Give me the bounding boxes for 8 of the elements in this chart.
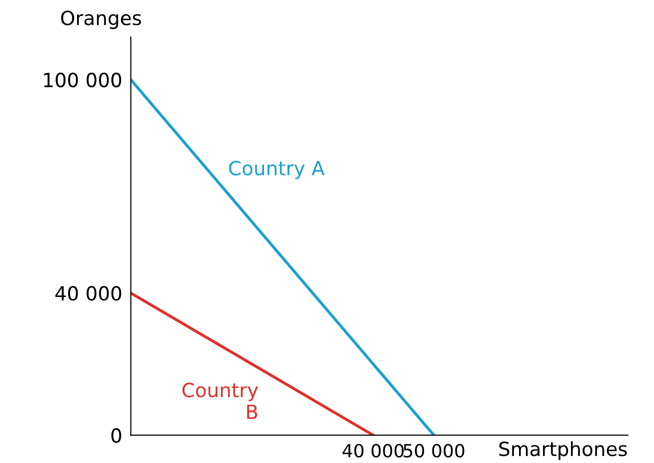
x-tick-label: 50 000 bbox=[404, 444, 464, 458]
y-tick-label: 100 000 bbox=[44, 72, 122, 88]
y-axis-title: Oranges bbox=[61, 10, 142, 30]
series-label: Country B bbox=[182, 382, 258, 419]
series-label: Country A bbox=[229, 160, 325, 180]
y-tick-label: 40 000 bbox=[55, 286, 122, 301]
x-axis-title: Smartphones bbox=[499, 441, 627, 460]
y-tick-label: 0 bbox=[111, 428, 122, 443]
